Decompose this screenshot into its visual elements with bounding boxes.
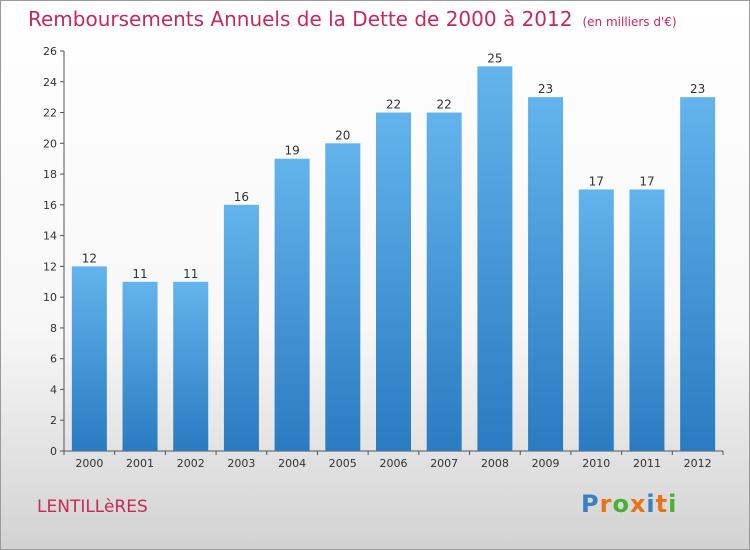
bar-2010 (578, 189, 614, 451)
data-label: 19 (284, 144, 299, 158)
data-label: 23 (690, 82, 705, 96)
x-tick-label: 2004 (278, 457, 306, 470)
x-tick-label: 2005 (329, 457, 357, 470)
data-label: 12 (82, 251, 97, 265)
x-tick-label: 2012 (684, 457, 712, 470)
data-label: 25 (487, 51, 502, 65)
logo-letter: P (581, 490, 600, 518)
y-tick-label: 0 (50, 445, 57, 458)
y-tick-label: 24 (43, 76, 57, 89)
y-tick-label: 26 (43, 45, 57, 58)
data-label: 17 (589, 174, 604, 188)
bar-2000 (71, 266, 107, 451)
y-tick-label: 20 (43, 137, 57, 150)
x-tick-label: 2000 (75, 457, 103, 470)
x-tick-label: 2002 (177, 457, 205, 470)
data-label: 17 (639, 174, 654, 188)
x-tick-label: 2003 (227, 457, 255, 470)
chart-title: Remboursements Annuels de la Dette de 20… (28, 7, 677, 31)
bar-2007 (426, 112, 462, 452)
y-tick-label: 12 (43, 260, 57, 273)
y-tick-label: 22 (43, 107, 57, 120)
logo-letter: r (599, 490, 613, 518)
y-tick-label: 4 (50, 383, 57, 396)
data-label: 11 (132, 267, 147, 281)
logo-letter: o (612, 490, 630, 518)
data-label: 23 (538, 82, 553, 96)
y-tick-label: 18 (43, 168, 57, 181)
x-tick-label: 2007 (430, 457, 458, 470)
y-tick-label: 8 (50, 322, 57, 335)
bar-2011 (629, 189, 665, 451)
data-label: 16 (234, 190, 249, 204)
bar-2004 (274, 158, 310, 451)
logo-letter: i (668, 490, 678, 518)
x-tick-label: 2001 (126, 457, 154, 470)
x-tick-label: 2010 (582, 457, 610, 470)
x-tick-label: 2006 (380, 457, 408, 470)
data-label: 22 (437, 98, 452, 112)
data-label: 11 (183, 267, 198, 281)
y-tick-label: 6 (50, 353, 57, 366)
data-label: 22 (386, 98, 401, 112)
bar-2001 (122, 281, 158, 451)
x-tick-label: 2011 (633, 457, 661, 470)
y-tick-label: 2 (50, 414, 57, 427)
y-tick-label: 14 (43, 230, 57, 243)
bar-2003 (223, 204, 259, 451)
bar-2012 (680, 97, 716, 452)
chart-unit: (en milliers d'€) (582, 15, 677, 29)
bar-2009 (528, 97, 564, 452)
bar-2002 (173, 281, 209, 451)
chart-title-text: Remboursements Annuels de la Dette de 20… (28, 7, 573, 31)
proxiti-logo: Proxiti (581, 490, 677, 518)
bar-2006 (376, 112, 411, 452)
logo-letter: t (655, 490, 669, 518)
bars (71, 66, 716, 452)
bar-2005 (325, 143, 361, 452)
y-tick-label: 10 (43, 291, 57, 304)
data-labels: 12 11 11 16 19 20 22 22 25 23 17 17 23 (82, 51, 706, 280)
place-name: LENTILLèRES (37, 497, 148, 517)
logo-letter: i (646, 490, 656, 518)
x-tick-label: 2009 (532, 457, 560, 470)
logo-letter: x (629, 490, 647, 518)
y-tick-label: 16 (43, 199, 57, 212)
bar-2008 (477, 66, 513, 451)
data-label: 20 (335, 128, 350, 142)
x-tick-label: 2008 (481, 457, 509, 470)
